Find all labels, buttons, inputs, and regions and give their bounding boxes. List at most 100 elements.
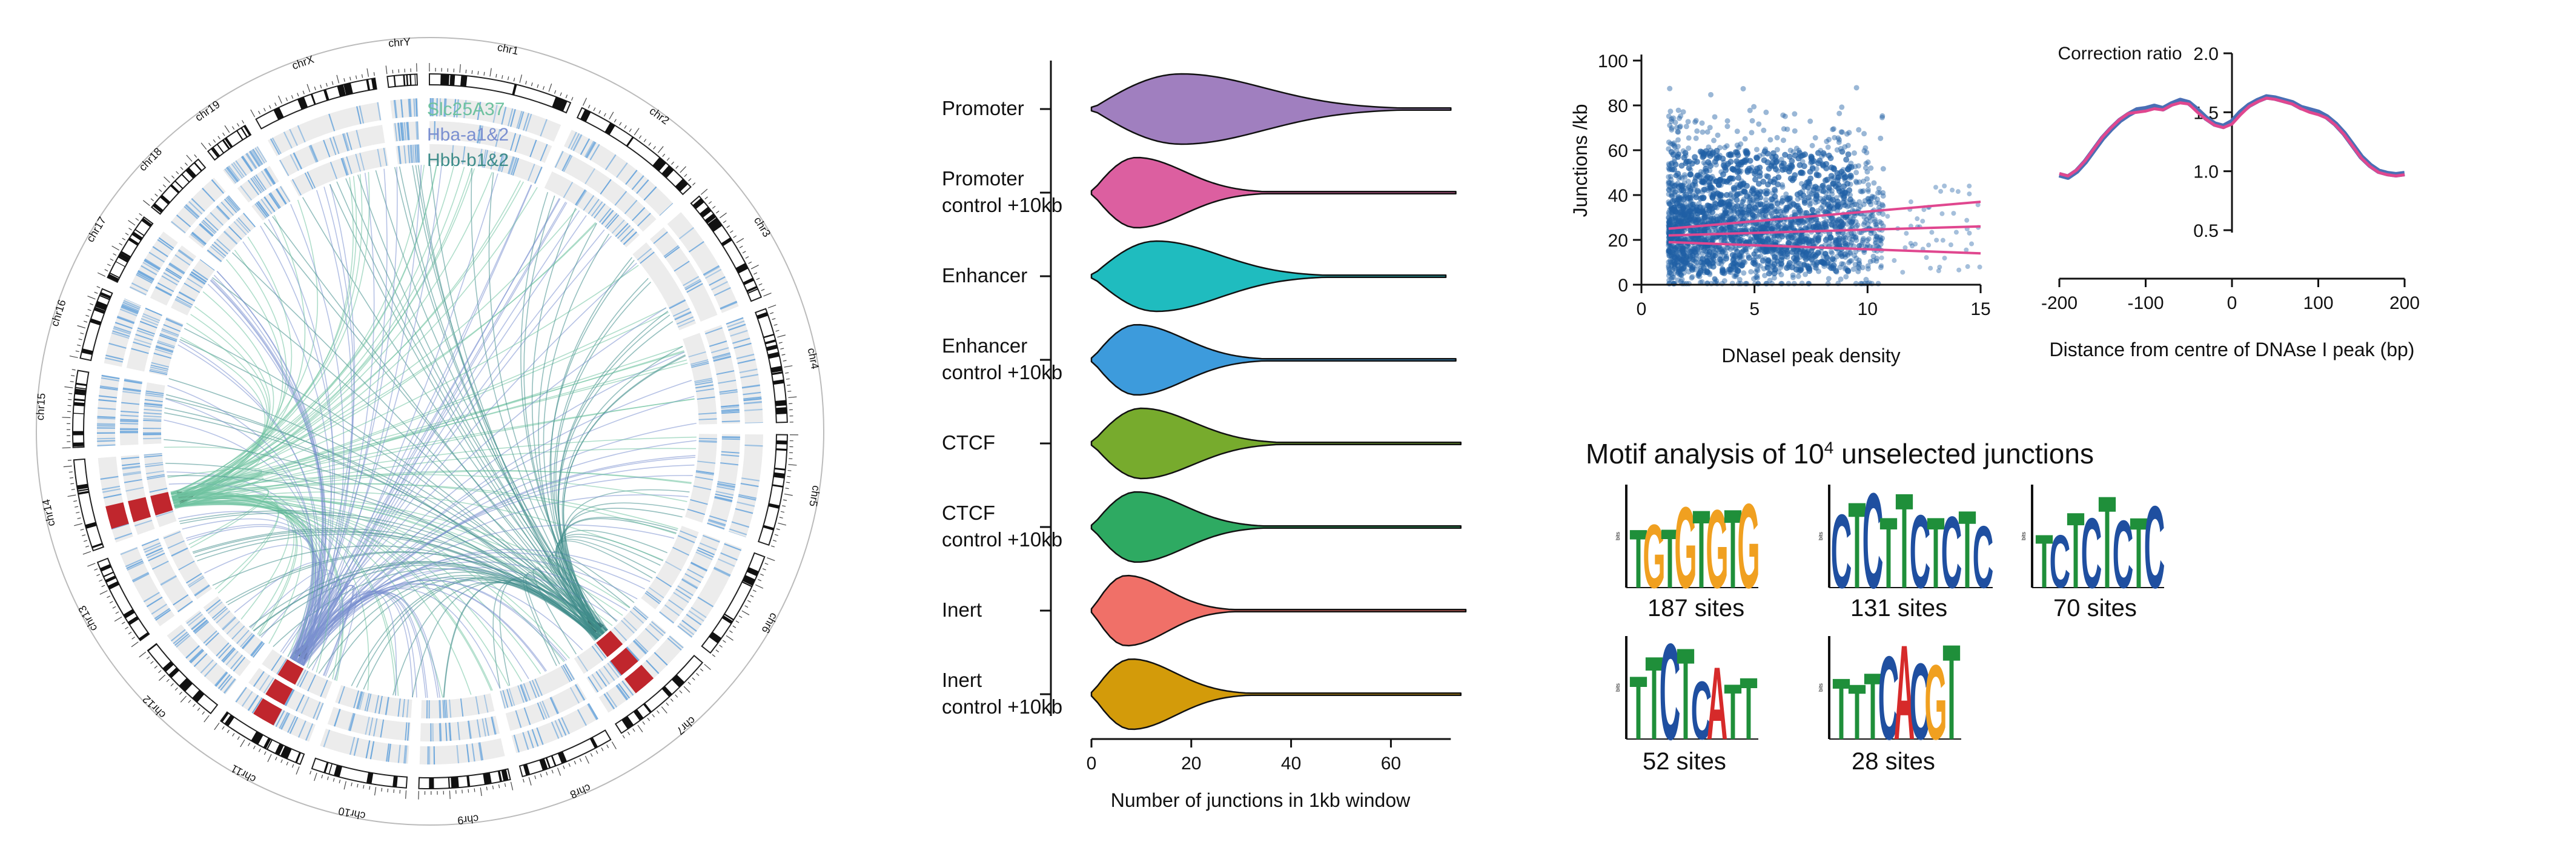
logo-letter: T (1629, 658, 1647, 759)
ruler-tick (601, 748, 603, 751)
ruler-tick (296, 766, 299, 774)
chromosome-label: chr5 (807, 485, 823, 508)
ruler-tick (122, 622, 125, 624)
ruler-tick (351, 783, 352, 786)
interaction-chord (210, 280, 322, 661)
scatter-point (1689, 161, 1695, 167)
scatter-point (1956, 189, 1961, 194)
scatter-point (1746, 208, 1752, 214)
scatter-point (1756, 181, 1762, 187)
ruler-tick (526, 81, 527, 85)
ruler-tick (633, 729, 635, 732)
ruler-tick (649, 142, 651, 145)
scatter-point (1735, 152, 1741, 158)
ruler-tick (70, 356, 78, 358)
scatter-point (1735, 175, 1741, 181)
scatter-point (1679, 187, 1685, 193)
ruler-tick (753, 590, 756, 592)
scatter-point (1864, 169, 1870, 174)
scatter-point (1714, 217, 1720, 223)
scatter-point (1735, 169, 1741, 175)
ruler-tick (105, 270, 108, 271)
scatter-point (1792, 111, 1797, 117)
legend-entry: Slc25A37 (427, 99, 505, 119)
ruler-tick (462, 790, 463, 794)
chromosome-chr9: chr9 (419, 694, 513, 827)
ruler-tick (225, 125, 230, 133)
ruler-tick (314, 773, 317, 781)
ruler-tick (332, 81, 333, 85)
scatter-points (1666, 85, 1982, 286)
scatter-point (1926, 243, 1931, 248)
ruler-tick (297, 93, 299, 96)
scatter-point (1775, 135, 1780, 141)
scatter-point (1758, 201, 1764, 207)
scatter-point (1724, 179, 1730, 185)
scatter-point (1847, 250, 1853, 255)
scatter-point (1870, 194, 1875, 199)
ruler-tick (496, 74, 497, 78)
ruler-tick (279, 96, 282, 104)
scatter-point (1701, 187, 1707, 193)
ruler-tick (85, 315, 89, 316)
chromosome-label: chrX (290, 53, 316, 72)
ruler-tick (154, 666, 157, 668)
scatter-point (1676, 108, 1681, 113)
chromosome-label: chr10 (337, 805, 366, 823)
scatter-point (1826, 276, 1832, 282)
scatter-point (1853, 224, 1859, 230)
ruler-tick (720, 213, 726, 217)
scatter-point (1723, 208, 1729, 214)
scatter-point (1866, 236, 1872, 242)
scatter-point (1820, 188, 1826, 194)
ruler-tick (643, 721, 645, 724)
ruler-tick (779, 342, 783, 343)
ruler-tick (68, 393, 72, 394)
scatter-point (1740, 181, 1746, 187)
ruler-tick (125, 627, 128, 629)
chromosome-chr3: chr3 (632, 189, 773, 330)
ruler-tick (97, 287, 101, 288)
scatter-point (1751, 276, 1757, 282)
ruler-tick (778, 523, 786, 525)
ruler-tick (202, 712, 205, 715)
scatter-point (1920, 219, 1925, 224)
ruler-tick (520, 75, 521, 83)
scatter-point (1924, 255, 1929, 260)
ruler-tick (71, 489, 75, 490)
ruler-tick (580, 758, 581, 761)
scatter-point (1833, 268, 1839, 274)
ruler-tick (511, 782, 512, 791)
ruler-tick (292, 764, 293, 768)
scatter-point (1939, 211, 1944, 216)
scatter-point (1699, 219, 1705, 225)
scatter-point (1878, 237, 1883, 242)
scatter-point (1707, 163, 1713, 169)
scatter-point (1710, 193, 1716, 199)
scatter-point (1788, 176, 1794, 182)
scatter-point (1711, 138, 1717, 143)
ruler-tick (74, 506, 78, 507)
category-label: CTCF (942, 431, 995, 454)
scatter-point (1669, 216, 1675, 222)
motif-title: Motif analysis of 104 unselected junctio… (1586, 437, 2094, 470)
scatter-point (1701, 151, 1707, 157)
scatter-point (1808, 154, 1814, 160)
ruler-tick (78, 326, 85, 328)
ruler-tick (84, 321, 87, 322)
scatter-point (1772, 176, 1778, 182)
ruler-tick (546, 772, 548, 775)
chromosome-chr10: chr10 (310, 685, 412, 822)
track-mark (97, 433, 115, 434)
scatter-point (1682, 174, 1687, 180)
scatter-point (1815, 172, 1821, 178)
ruler-tick (663, 154, 665, 157)
ruler-tick (749, 262, 752, 264)
logo-axis-label: bits (1615, 532, 1621, 541)
scatter-point (1942, 184, 1947, 188)
scatter-point (1879, 264, 1884, 268)
logo-letter: T (1832, 660, 1850, 758)
ruler-tick (78, 518, 81, 519)
ruler-tick (84, 540, 87, 542)
